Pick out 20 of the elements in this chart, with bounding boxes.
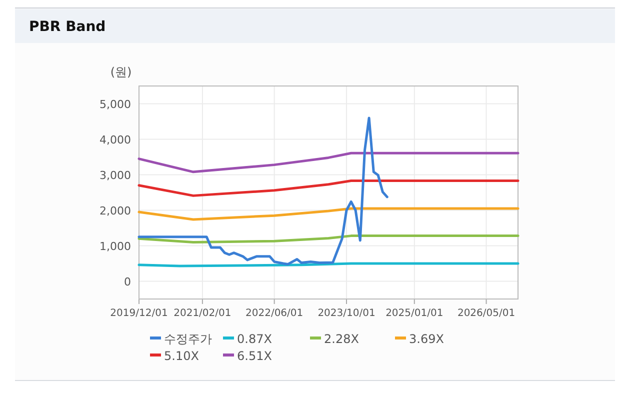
- legend-label: 3.69X: [409, 332, 444, 346]
- y-tick-label: 4,000: [100, 133, 131, 146]
- y-tick-label: 1,000: [100, 240, 131, 253]
- chart-title: PBR Band: [29, 19, 106, 35]
- x-tick-label: 2023/10/01: [318, 308, 376, 319]
- y-axis-title: (원): [110, 65, 132, 79]
- x-tick-label: 2019/12/01: [110, 308, 168, 319]
- legend-label: 2.28X: [324, 332, 359, 346]
- x-tick-label: 2025/01/01: [386, 308, 444, 319]
- x-tick-label: 2026/05/01: [457, 308, 516, 319]
- legend-label: 수정주가: [164, 332, 212, 346]
- legend-label: 0.87X: [237, 332, 272, 346]
- legend-label: 5.10X: [164, 349, 199, 363]
- legend-label: 6.51X: [237, 349, 272, 363]
- x-tick-label: 2021/02/01: [174, 308, 232, 319]
- x-tick-label: 2022/06/01: [246, 308, 304, 319]
- y-tick-label: 5,000: [100, 98, 131, 111]
- y-tick-label: 3,000: [100, 168, 131, 182]
- y-tick-label: 2,000: [100, 204, 131, 218]
- y-tick-label: 0: [124, 275, 131, 288]
